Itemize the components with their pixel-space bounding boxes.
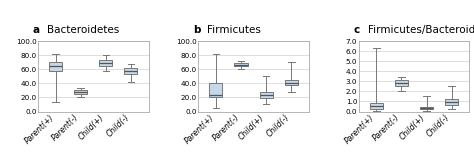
PathPatch shape: [370, 103, 383, 109]
PathPatch shape: [235, 63, 247, 66]
Text: b: b: [193, 25, 200, 35]
PathPatch shape: [124, 68, 137, 74]
PathPatch shape: [49, 62, 62, 71]
PathPatch shape: [74, 90, 87, 94]
Text: a: a: [32, 25, 39, 35]
PathPatch shape: [395, 80, 408, 86]
PathPatch shape: [260, 92, 273, 98]
PathPatch shape: [285, 81, 298, 85]
Text: c: c: [353, 25, 359, 35]
PathPatch shape: [445, 99, 458, 105]
Text: Firmicutes: Firmicutes: [207, 25, 261, 35]
PathPatch shape: [210, 83, 222, 97]
PathPatch shape: [99, 60, 112, 66]
PathPatch shape: [420, 107, 433, 109]
Text: Bacteroidetes: Bacteroidetes: [47, 25, 119, 35]
Text: Firmicutes/Bacteroidetes: Firmicutes/Bacteroidetes: [367, 25, 474, 35]
